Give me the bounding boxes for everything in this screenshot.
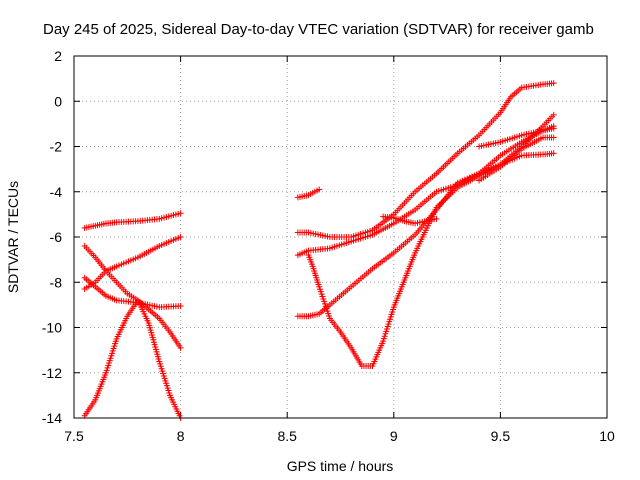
series-seg-a-3 [81,243,184,351]
chart-title: Day 245 of 2025, Sidereal Day-to-day VTE… [43,21,594,38]
y-tick-label: -12 [42,365,62,381]
data-point [550,125,557,132]
y-tick-label: -14 [42,410,62,426]
y-tick-label: -4 [50,184,63,200]
data-point [550,111,557,118]
x-tick-label: 7.5 [64,428,84,444]
y-tick-label: 2 [54,48,62,64]
series-seg-a-1 [81,210,184,231]
y-axis-label: SDTVAR / TECUs [5,181,21,293]
x-tick-label: 10 [599,428,615,444]
y-tick-label: -10 [42,320,62,336]
series-seg-b-7 [476,125,557,150]
ticks-layer: 7.5 8 8.5 9 9.5 10 -14 -12 -10 -8 -6 -4 -2 0 2 [42,48,615,444]
data-point [177,344,184,351]
y-tick-label: -8 [50,274,63,290]
data-point [550,150,557,157]
data-point [550,134,557,141]
x-tick-label: 9 [390,428,398,444]
y-tick-label: -6 [50,229,63,245]
y-tick-label: 0 [54,93,62,109]
series-seg-b-8 [476,134,557,184]
series-seg-a-5 [81,297,184,421]
data-point [177,210,184,217]
x-tick-label: 9.5 [491,428,511,444]
x-axis-label: GPS time / hours [287,458,394,474]
data-point [177,303,184,310]
x-tick-label: 8.5 [277,428,297,444]
data-point [550,80,557,87]
data-point [177,234,184,240]
x-tick-label: 8 [177,428,185,444]
y-tick-label: -2 [50,139,63,155]
plot-border [73,55,608,419]
series-seg-b-5 [305,111,557,369]
series-seg-b-6 [380,213,440,227]
series-seg-a-2 [81,234,184,293]
data-point [316,186,323,193]
data-point [433,215,440,222]
data-points [81,80,557,421]
series-seg-b-1 [294,186,323,201]
